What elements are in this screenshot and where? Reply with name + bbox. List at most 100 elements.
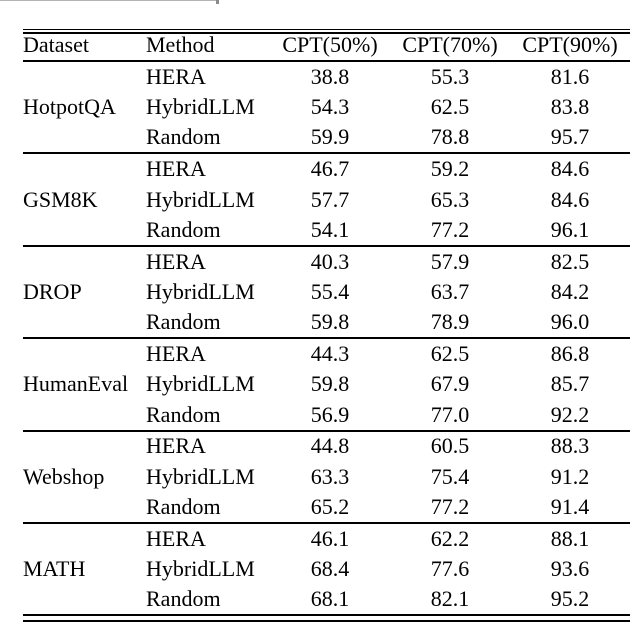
table-row: HumanEval HERA 44.3 62.5 86.8	[23, 338, 630, 395]
value-cell: 57.7	[310, 186, 350, 212]
value-cell: 67.9	[430, 371, 470, 397]
value-cell: 56.9	[310, 401, 350, 427]
column-header-cpt50: CPT(50%)	[282, 31, 378, 57]
value-cell: 55.4	[310, 278, 350, 304]
value-cell: 84.2	[550, 278, 590, 304]
value-cell: 84.6	[550, 186, 590, 212]
table-row: HybridLLM 63.3 75.4 91.2	[23, 461, 630, 492]
method-cell: HybridLLM	[146, 94, 255, 120]
column-header-cpt70: CPT(70%)	[402, 31, 498, 57]
table-row: Random 54.1 77.2 96.1	[23, 215, 630, 246]
dataset-group: MATH HERA 46.1 62.2 88.1 HybridLLM 68.4 77.6 93.…	[23, 523, 630, 616]
column-header-method: Method	[146, 31, 215, 57]
cropped-caption-fragment-tick	[216, 0, 219, 4]
value-cell: 95.2	[550, 586, 590, 612]
value-cell: 44.8	[310, 433, 350, 459]
value-cell: 83.8	[550, 94, 590, 120]
value-cell: 85.7	[550, 371, 590, 397]
value-cell: 46.7	[310, 156, 350, 182]
method-cell: Random	[146, 586, 221, 612]
value-cell: 46.1	[310, 525, 350, 551]
dataset-group: GSM8K HERA 46.7 59.2 84.6 HybridLLM 57.7 65.3 84…	[23, 153, 630, 246]
value-cell: 63.3	[310, 463, 350, 489]
header-row: Dataset Method CPT(50%) CPT(70%) CPT(90%…	[23, 29, 630, 61]
method-cell: HERA	[146, 433, 206, 459]
value-cell: 54.1	[310, 216, 350, 242]
value-cell: 77.2	[430, 494, 470, 520]
value-cell: 86.8	[550, 341, 590, 367]
value-cell: 54.3	[310, 94, 350, 120]
value-cell: 77.0	[430, 401, 470, 427]
table-row: Random 59.9 78.8 95.7	[23, 123, 630, 154]
dataset-cell: Webshop	[23, 463, 105, 489]
value-cell: 59.8	[310, 309, 350, 335]
method-cell: HybridLLM	[146, 371, 255, 397]
column-header-cpt90: CPT(90%)	[522, 31, 618, 57]
value-cell: 81.6	[550, 63, 590, 89]
dataset-group: HumanEval HERA 44.3 62.5 86.8 HybridLLM 59.8 67…	[23, 338, 630, 431]
value-cell: 38.8	[310, 63, 350, 89]
table-row: HybridLLM 57.7 65.3 84.6	[23, 184, 630, 215]
method-cell: Random	[146, 401, 221, 427]
table-row: Webshop HERA 44.8 60.5 88.3	[23, 431, 630, 487]
dataset-cell: HumanEval	[23, 371, 129, 397]
table-row: DROP HERA 40.3 57.9 82.5	[23, 246, 630, 302]
results-table: Dataset Method CPT(50%) CPT(70%) CPT(90%…	[23, 29, 630, 616]
value-cell: 62.5	[430, 341, 470, 367]
value-cell: 75.4	[430, 463, 470, 489]
value-cell: 62.5	[430, 94, 470, 120]
value-cell: 88.1	[550, 525, 590, 551]
value-cell: 82.1	[430, 586, 470, 612]
value-cell: 57.9	[430, 248, 470, 274]
table-top-rule-thick	[23, 32, 630, 34]
value-cell: 65.3	[430, 186, 470, 212]
method-cell: HERA	[146, 341, 206, 367]
method-cell: HERA	[146, 248, 206, 274]
table-row: Random 56.9 77.0 92.2	[23, 400, 630, 431]
value-cell: 62.2	[430, 525, 470, 551]
value-cell: 40.3	[310, 248, 350, 274]
value-cell: 68.4	[310, 556, 350, 582]
method-cell: HybridLLM	[146, 463, 255, 489]
value-cell: 59.8	[310, 371, 350, 397]
table-row: HybridLLM 59.8 67.9 85.7	[23, 369, 630, 400]
table-row: HybridLLM 54.3 62.5 83.8	[23, 92, 630, 123]
table-row: HotpotQA HERA 38.8 55.3 81.6	[23, 61, 630, 117]
method-cell: HybridLLM	[146, 556, 255, 582]
value-cell: 68.1	[310, 586, 350, 612]
value-cell: 95.7	[550, 124, 590, 150]
value-cell: 93.6	[550, 556, 590, 582]
value-cell: 77.6	[430, 556, 470, 582]
value-cell: 92.2	[550, 401, 590, 427]
value-cell: 84.6	[550, 156, 590, 182]
cropped-caption-fragment-line	[0, 0, 219, 1]
dataset-group: HotpotQA HERA 38.8 55.3 81.6 HybridLLM 54.3 62.…	[23, 61, 630, 154]
table-row: Random 59.8 78.9 96.0	[23, 307, 630, 338]
method-cell: HERA	[146, 63, 206, 89]
table-row: HybridLLM 55.4 63.7 84.2	[23, 277, 630, 308]
value-cell: 78.8	[430, 124, 470, 150]
value-cell: 91.2	[550, 463, 590, 489]
table-top-rule-thin	[23, 29, 630, 30]
value-cell: 96.1	[550, 216, 590, 242]
value-cell: 65.2	[310, 494, 350, 520]
method-cell: Random	[146, 124, 221, 150]
method-cell: Random	[146, 309, 221, 335]
value-cell: 55.3	[430, 63, 470, 89]
method-cell: Random	[146, 494, 221, 520]
value-cell: 88.3	[550, 433, 590, 459]
method-cell: HERA	[146, 156, 206, 182]
value-cell: 63.7	[430, 278, 470, 304]
method-cell: Random	[146, 216, 221, 242]
table-row: MATH HERA 46.1 62.2 88.1	[23, 523, 630, 579]
method-cell: HybridLLM	[146, 278, 255, 304]
dataset-cell: DROP	[23, 278, 82, 304]
method-cell: HybridLLM	[146, 186, 255, 212]
table-row: HybridLLM 68.4 77.6 93.6	[23, 554, 630, 585]
table-row: Random 65.2 77.2 91.4	[23, 492, 630, 523]
table-header: Dataset Method CPT(50%) CPT(70%) CPT(90%…	[23, 29, 630, 61]
value-cell: 91.4	[550, 494, 590, 520]
value-cell: 59.2	[430, 156, 470, 182]
value-cell: 77.2	[430, 216, 470, 242]
